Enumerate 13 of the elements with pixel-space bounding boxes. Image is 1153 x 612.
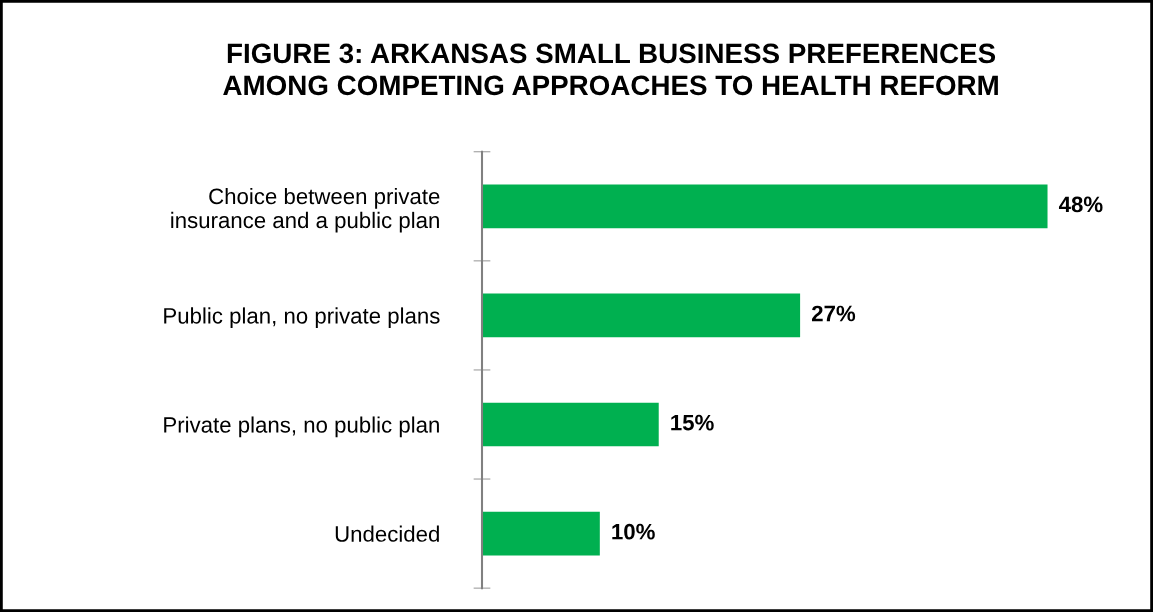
bar (482, 184, 1048, 229)
y-tick-label: Private plans, no public plan (164, 416, 439, 438)
bar (482, 402, 659, 447)
bar (482, 293, 801, 338)
data-label: 15% (671, 414, 714, 431)
y-tick-label: Public plan, no private plans (164, 307, 440, 329)
bar (482, 511, 600, 556)
data-label: 48% (1058, 196, 1103, 213)
data-label: 10% (612, 523, 655, 540)
data-label: 27% (811, 305, 856, 322)
y-tick-label: Choice between private insurance and a public plan (171, 187, 440, 233)
y-tick-label: Undecided (335, 525, 439, 542)
chart-title: FIGURE 3: ARKANSAS SMALL BUSINESS PREFERENCES AMONG COMPETING APPROACHES TO HEALTH REFORM (223, 43, 998, 96)
